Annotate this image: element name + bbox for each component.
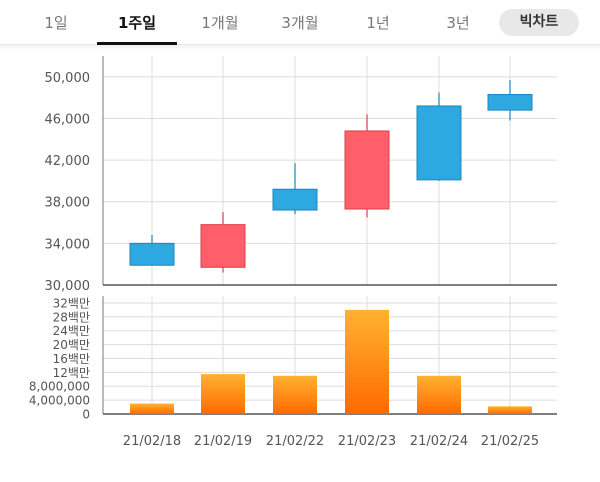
volume-bar (345, 309, 389, 414)
volume-tick-label: 28백만 (53, 310, 90, 324)
candle-body (344, 130, 390, 210)
tab-1-month[interactable]: 1개월 (201, 14, 239, 32)
volume-tick-label: 12백만 (53, 366, 90, 380)
date-label: 21/02/23 (338, 434, 396, 449)
candle-body (129, 242, 175, 266)
candle-body (416, 105, 462, 181)
volume-tick-label: 20백만 (53, 338, 90, 352)
volume-tick-label: 4,000,000 (29, 394, 90, 408)
candle-body (272, 188, 318, 211)
price-tick-label: 42,000 (45, 154, 91, 169)
candle-body (200, 224, 246, 268)
date-label: 21/02/25 (481, 434, 539, 449)
volume-bar (488, 406, 532, 414)
volume-bar (417, 375, 461, 414)
price-tick-label: 30,000 (45, 279, 91, 294)
volume-tick-label: 16백만 (53, 352, 90, 366)
tab-3-year[interactable]: 3년 (446, 14, 470, 32)
period-tabs: 1일 1주일 1개월 3개월 1년 3년 빅차트 (0, 0, 600, 45)
big-chart-button[interactable]: 빅차트 (499, 9, 579, 36)
date-label: 21/02/19 (194, 434, 252, 449)
volume-tick-label: 32백만 (53, 296, 90, 310)
tab-1-week[interactable]: 1주일 (97, 0, 177, 45)
volume-bar (201, 374, 245, 414)
volume-tick-label: 24백만 (53, 324, 90, 338)
candle-body (487, 94, 533, 111)
price-tick-label: 38,000 (45, 196, 91, 211)
date-label: 21/02/18 (123, 434, 181, 449)
date-label: 21/02/22 (266, 434, 324, 449)
price-tick-label: 34,000 (45, 237, 91, 252)
price-tick-label: 46,000 (45, 112, 91, 127)
tab-1-day[interactable]: 1일 (44, 14, 68, 32)
volume-tick-label: 8,000,000 (29, 380, 90, 394)
tab-1-year[interactable]: 1년 (366, 14, 390, 32)
tab-3-month[interactable]: 3개월 (281, 14, 319, 32)
price-tick-label: 50,000 (45, 71, 91, 86)
volume-bar (273, 375, 317, 414)
volume-tick-label: 0 (82, 408, 90, 422)
volume-bar (130, 403, 174, 414)
date-label: 21/02/24 (410, 434, 468, 449)
